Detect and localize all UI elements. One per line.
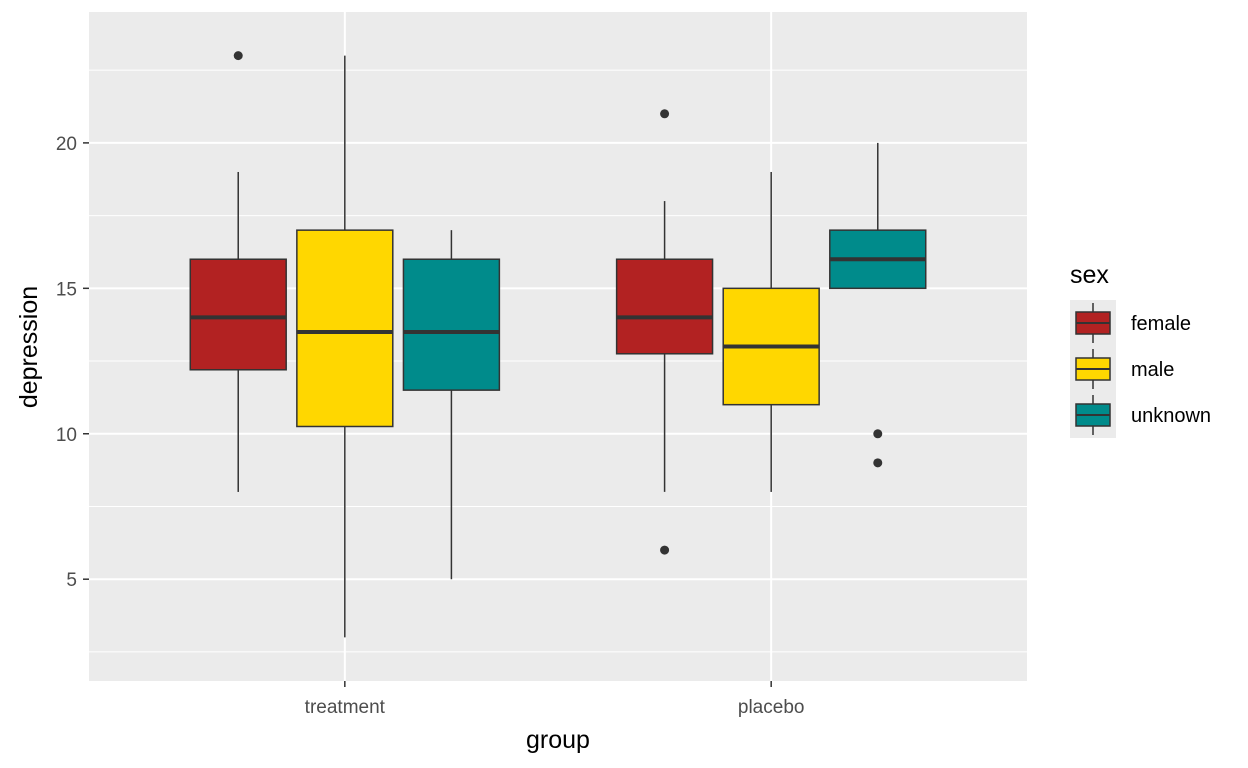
x-axis-title: group [526,726,590,754]
box-female-placebo [615,109,714,555]
y-tick-label: 15 [56,279,77,300]
box-male-placebo [722,171,820,492]
legend-label: unknown [1131,405,1211,427]
y-tick-label: 10 [56,425,77,446]
legend-item-male: male [1070,346,1174,392]
x-tick-label: treatment [305,697,386,718]
outlier-point [233,51,243,61]
box-unknown-placebo [829,142,927,468]
box-body [296,229,394,428]
axes: 5 10 15 20 treatment placebo [56,134,805,718]
box-series [189,51,927,638]
box-body [615,258,714,355]
box-male-treatment [296,55,394,638]
outlier-point [873,458,883,468]
box-unknown-treatment [402,230,501,580]
y-axis-title: depression [15,286,43,408]
outlier-point [660,545,670,555]
legend-title: sex [1070,261,1109,289]
box-body [189,258,287,371]
box-body [402,258,501,391]
legend-label: male [1131,359,1174,381]
y-tick-label: 5 [66,570,77,591]
outlier-point [873,429,883,439]
legend-item-female: female [1070,300,1191,346]
y-tick-label: 20 [56,134,77,155]
legend-item-unknown: unknown [1070,392,1211,438]
box-female-treatment [189,51,287,492]
outlier-point [660,109,670,119]
x-tick-label: placebo [738,697,805,718]
legend-label: female [1131,313,1191,335]
legend: sex female male unknown [1070,261,1211,438]
